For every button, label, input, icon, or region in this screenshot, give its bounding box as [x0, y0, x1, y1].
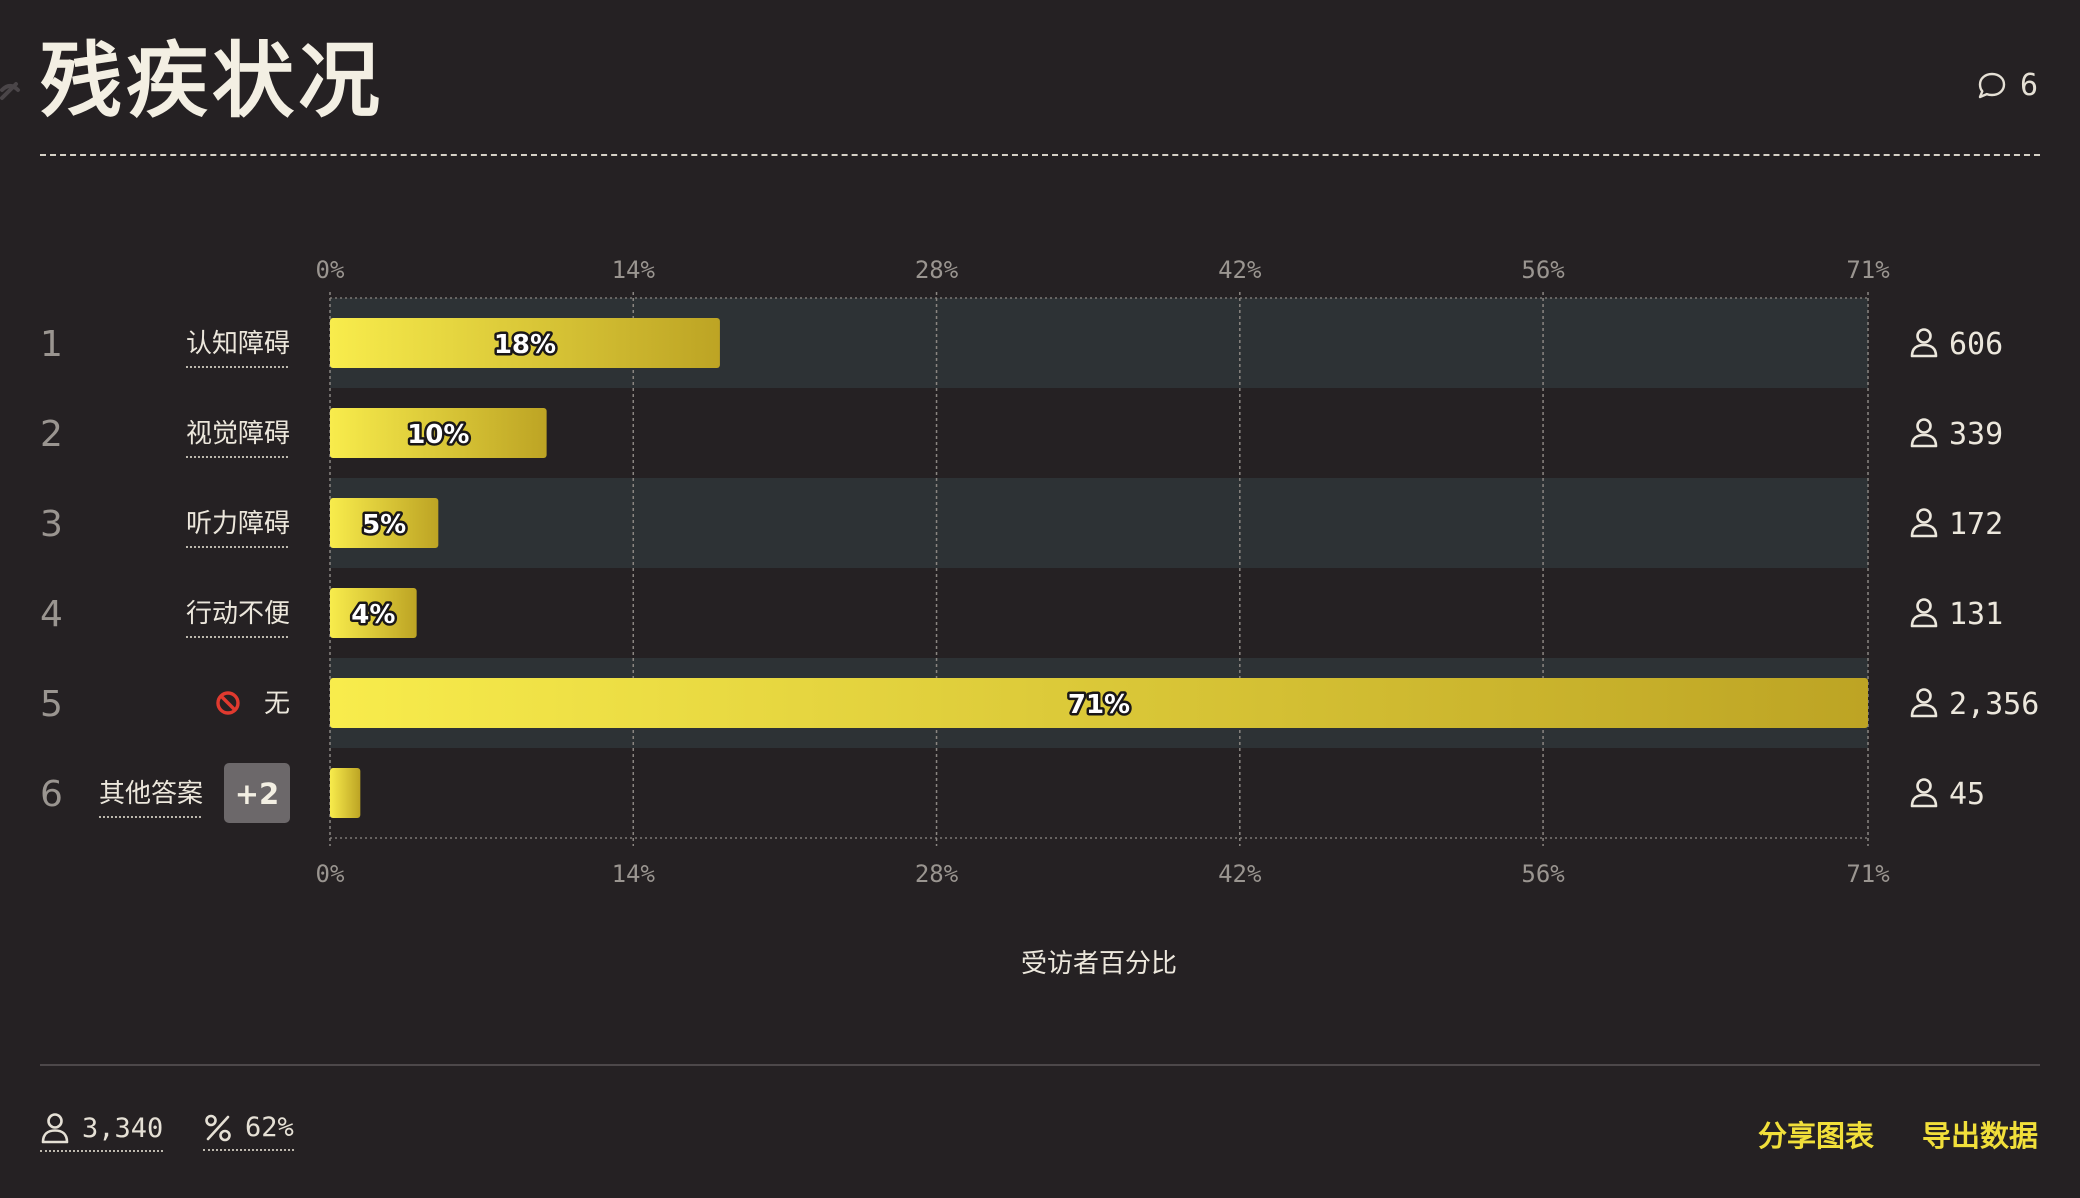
- person-icon: [1910, 508, 1938, 538]
- x-tick-label-top: 42%: [1218, 256, 1262, 284]
- category-label[interactable]: 无: [264, 689, 290, 719]
- rank-number: 3: [40, 504, 63, 545]
- respondent-total-value: 3,340: [82, 1112, 164, 1144]
- person-icon: [1910, 418, 1938, 448]
- category-label[interactable]: 视觉障碍: [186, 419, 290, 449]
- response-rate-value: 62%: [245, 1112, 294, 1143]
- x-tick-label-bottom: 0%: [316, 860, 345, 888]
- x-tick-label-bottom: 71%: [1846, 860, 1890, 888]
- footer-divider: [40, 1064, 2040, 1066]
- bar-value-label: 18%: [494, 330, 556, 360]
- person-icon: [1910, 688, 1938, 718]
- x-tick-label-top: 0%: [316, 256, 345, 284]
- respondent-count: 339: [1949, 417, 2003, 452]
- comment-count-value: 6: [2019, 68, 2038, 103]
- prohibited-icon: [216, 691, 240, 715]
- respondent-total[interactable]: 3,340: [40, 1112, 164, 1152]
- svg-text:+2: +2: [235, 777, 279, 811]
- bar[interactable]: [330, 318, 720, 368]
- row-stripe: [330, 478, 1868, 568]
- category-label[interactable]: 听力障碍: [186, 509, 290, 539]
- respondent-count: 606: [1949, 327, 2003, 362]
- x-tick-label-bottom: 42%: [1218, 860, 1262, 888]
- bar[interactable]: [330, 678, 1868, 728]
- rank-number: 2: [40, 414, 63, 455]
- person-icon: [1910, 778, 1938, 808]
- bar[interactable]: [330, 768, 361, 818]
- bar-value-label: 4%: [351, 600, 395, 630]
- category-label[interactable]: 其他答案: [99, 779, 203, 809]
- x-tick-label-top: 71%: [1846, 256, 1890, 284]
- x-axis-title: 受访者百分比: [1021, 949, 1177, 979]
- rank-number: 6: [40, 774, 63, 815]
- rank-number: 4: [40, 594, 63, 635]
- bar[interactable]: [330, 408, 547, 458]
- percent-icon: [205, 1114, 231, 1141]
- person-icon: [41, 1113, 69, 1144]
- person-icon: [1910, 328, 1938, 358]
- respondent-count: 2,356: [1949, 687, 2039, 722]
- respondent-count: 45: [1949, 777, 1985, 812]
- response-rate[interactable]: 62%: [203, 1112, 294, 1151]
- share-chart-link[interactable]: 分享图表: [1758, 1119, 1875, 1153]
- respondent-count: 131: [1949, 597, 2003, 632]
- bar-chart: 18% 10% 5% 4% 71% 1 认知障碍 606 2 视觉障碍 339 3 听力障碍 172 4 行…: [40, 256, 2039, 979]
- bar[interactable]: [330, 498, 439, 548]
- link-icon[interactable]: [0, 72, 22, 106]
- person-icon: [1910, 598, 1938, 628]
- x-tick-label-top: 14%: [612, 256, 656, 284]
- comment-icon: [1978, 72, 2006, 98]
- category-label[interactable]: 行动不便: [186, 599, 290, 629]
- bar-value-label: 71%: [1068, 690, 1130, 720]
- x-tick-label-bottom: 56%: [1521, 860, 1565, 888]
- bar-value-label: 5%: [362, 510, 406, 540]
- comment-count[interactable]: 6: [1976, 68, 2038, 103]
- x-tick-label-bottom: 14%: [612, 860, 656, 888]
- x-tick-label-top: 28%: [915, 256, 959, 284]
- export-data-link[interactable]: 导出数据: [1921, 1119, 2038, 1153]
- bar-value-label: 10%: [407, 420, 469, 450]
- title-divider: [40, 154, 2040, 156]
- bar[interactable]: [330, 588, 417, 638]
- x-tick-label-top: 56%: [1521, 256, 1565, 284]
- page-title: 残疾状况: [40, 34, 385, 129]
- rank-number: 5: [40, 684, 63, 725]
- other-answers-badge[interactable]: +2: [224, 763, 290, 823]
- respondent-count: 172: [1949, 507, 2003, 542]
- x-tick-label-bottom: 28%: [915, 860, 959, 888]
- category-label[interactable]: 认知障碍: [186, 329, 290, 359]
- rank-number: 1: [40, 324, 63, 365]
